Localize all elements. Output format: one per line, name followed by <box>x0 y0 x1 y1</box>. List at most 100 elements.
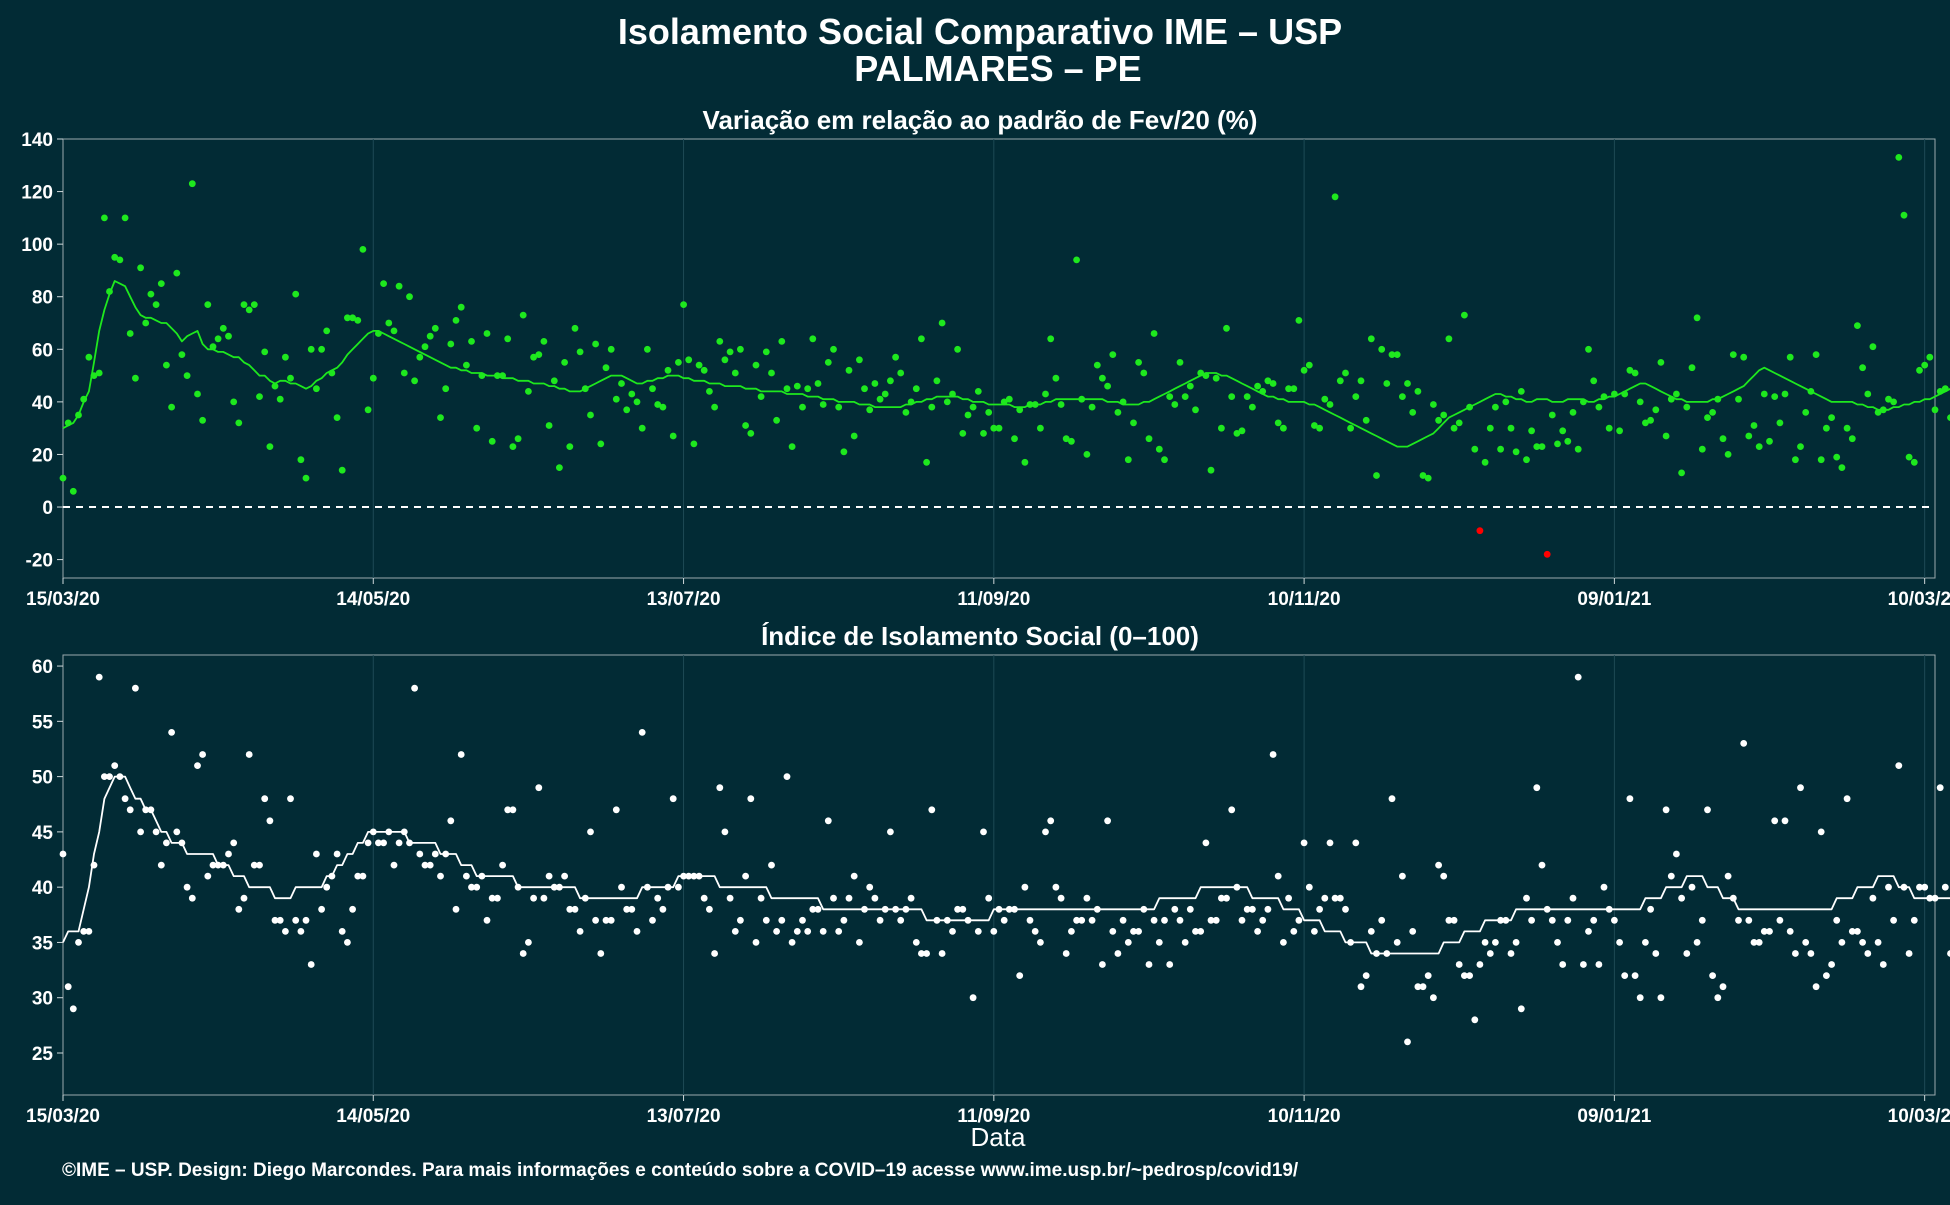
bottom-data-point <box>1735 916 1742 924</box>
top-data-point <box>1745 432 1753 440</box>
top-data-point <box>95 369 103 377</box>
top-data-point <box>1885 395 1892 403</box>
top-data-point <box>1735 395 1742 403</box>
top-data-point <box>333 414 341 421</box>
bottom-data-point <box>525 939 532 946</box>
top-data-point <box>1042 390 1049 398</box>
top-data-point <box>1486 424 1494 432</box>
bottom-data-point <box>556 883 563 891</box>
bottom-data-point <box>1316 905 1323 913</box>
bottom-data-point <box>535 784 543 792</box>
top-data-point <box>271 382 279 390</box>
bottom-data-point <box>395 839 403 847</box>
top-data-point <box>1130 419 1137 427</box>
bottom-data-point <box>985 894 993 902</box>
bottom-data-point <box>1399 872 1406 880</box>
top-data-point <box>292 290 300 298</box>
top-data-point <box>1440 411 1448 419</box>
top-data-point <box>499 372 506 379</box>
bottom-data-point <box>1042 828 1049 836</box>
bottom-data-point <box>1223 894 1230 902</box>
bottom-data-point <box>685 872 693 880</box>
top-x-tick-label: 10/11/20 <box>1268 589 1341 610</box>
bottom-data-point <box>1331 894 1339 902</box>
bottom-data-point <box>1709 972 1716 979</box>
bottom-data-point <box>1828 961 1835 968</box>
bottom-data-point <box>669 795 677 803</box>
top-data-point <box>473 424 481 432</box>
top-data-point <box>592 340 599 348</box>
bottom-data-point <box>1941 883 1949 891</box>
bottom-data-point <box>628 905 636 913</box>
bottom-data-point <box>1093 905 1101 913</box>
bottom-data-point <box>75 939 82 946</box>
top-data-point <box>1300 366 1308 374</box>
top-y-tick-label: 20 <box>32 445 53 466</box>
bottom-data-point <box>1574 673 1582 681</box>
top-data-point <box>1792 456 1799 464</box>
top-data-point <box>307 345 315 353</box>
top-data-point <box>612 395 620 403</box>
bottom-data-point <box>1264 905 1272 913</box>
bottom-data-point <box>64 983 72 991</box>
top-data-point <box>721 356 729 364</box>
bottom-data-point <box>359 872 367 880</box>
top-data-point <box>1838 464 1846 471</box>
bottom-data-point <box>1890 916 1897 924</box>
bottom-data-point <box>1243 905 1251 913</box>
bottom-data-point <box>1559 961 1567 968</box>
bottom-data-point <box>840 916 848 924</box>
top-y-tick-label: 100 <box>21 235 53 256</box>
top-data-point <box>1114 409 1122 416</box>
bottom-data-point <box>354 872 362 880</box>
bottom-data-point <box>1083 894 1091 902</box>
top-data-point <box>1683 403 1691 411</box>
bottom-data-point <box>768 861 775 869</box>
bottom-data-point <box>287 795 294 803</box>
top-data-point <box>1202 372 1210 379</box>
top-data-point <box>830 345 837 353</box>
x-axis-label: Data <box>971 1122 1026 1152</box>
bottom-data-point <box>1207 916 1215 924</box>
top-data-point <box>64 419 72 427</box>
top-data-point <box>1316 424 1323 432</box>
bottom-data-point <box>209 861 217 869</box>
top-data-point <box>1652 406 1660 414</box>
bottom-data-point <box>659 905 667 913</box>
top-data-point <box>1740 353 1748 361</box>
bottom-data-point <box>1636 994 1644 1002</box>
top-data-point <box>525 388 532 395</box>
bottom-x-tick-label: 15/03/20 <box>26 1106 100 1127</box>
bottom-data-point <box>1461 972 1468 979</box>
top-data-point <box>1021 458 1029 466</box>
top-data-point <box>700 366 708 374</box>
bottom-data-point <box>519 950 527 957</box>
top-data-point <box>1192 406 1199 414</box>
bottom-data-point <box>1900 883 1908 891</box>
bottom-data-point <box>959 905 967 913</box>
top-data-point <box>406 293 413 301</box>
bottom-data-point <box>1507 950 1515 957</box>
bottom-x-tick-label: 09/01/21 <box>1577 1106 1651 1127</box>
bottom-data-point <box>1388 795 1396 803</box>
top-data-point <box>1580 398 1587 406</box>
bottom-data-point <box>892 905 899 913</box>
top-data-point <box>762 348 770 356</box>
bottom-data-point <box>349 905 356 913</box>
top-moving-average-line <box>62 280 1950 448</box>
bottom-data-point <box>1150 916 1158 924</box>
top-data-point <box>1104 382 1111 390</box>
bottom-data-point <box>137 828 145 836</box>
top-data-point <box>442 385 450 393</box>
top-data-point <box>706 388 713 395</box>
bottom-data-point <box>654 894 662 902</box>
bottom-data-point <box>1781 817 1789 825</box>
bottom-data-point <box>313 850 320 858</box>
top-data-point <box>1621 390 1629 398</box>
top-data-point <box>349 314 356 322</box>
bottom-data-point <box>1326 839 1334 847</box>
top-data-point <box>638 424 646 432</box>
top-data-point <box>949 390 956 398</box>
bottom-data-point <box>457 751 465 758</box>
top-data-point <box>1109 351 1117 358</box>
